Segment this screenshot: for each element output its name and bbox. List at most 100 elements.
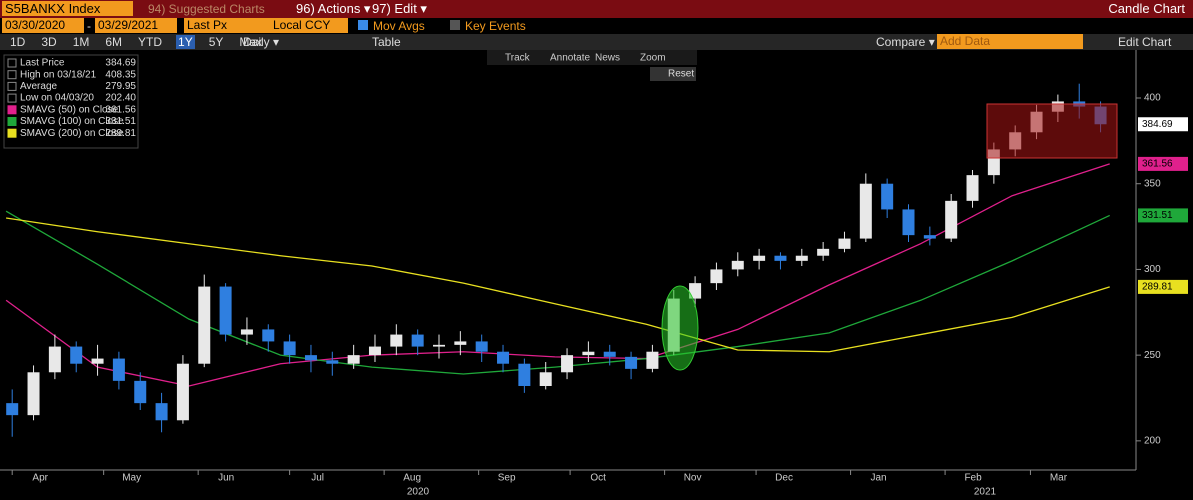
legend-value: 279.95 (105, 81, 136, 92)
table-button[interactable]: Table (372, 35, 401, 49)
range-button[interactable]: YTD (138, 35, 163, 49)
mov-avgs[interactable]: Mov Avgs (373, 19, 425, 33)
candle-body (27, 372, 40, 416)
legend-swatch (7, 70, 17, 80)
tool-button[interactable]: Track (505, 53, 531, 64)
compare-button[interactable]: Compare ▾ (876, 35, 935, 49)
candle-body (923, 235, 936, 239)
candle-body (881, 183, 894, 210)
value-tag-label: 289.81 (1142, 282, 1173, 293)
y-tick-label: 250 (1144, 350, 1161, 361)
legend-value: 331.51 (105, 116, 136, 127)
actions-menu[interactable]: 96) Actions ▾ (296, 1, 371, 16)
value-tag (1138, 208, 1188, 223)
date-to[interactable]: 03/29/2021 (95, 18, 177, 33)
candle-body (433, 344, 446, 347)
candle-body (454, 341, 467, 345)
candle-body (6, 403, 19, 416)
currency-select[interactable]: Local CCY (270, 18, 348, 33)
candle-body (304, 355, 317, 361)
candle-body (411, 334, 424, 347)
range-bar (0, 34, 1193, 50)
legend-value: 202.40 (105, 93, 136, 104)
legend-value: 408.35 (105, 69, 136, 80)
candle-body (112, 358, 125, 381)
tool-button[interactable]: Annotate (550, 53, 590, 64)
candle-body (390, 334, 403, 347)
candle-body (368, 346, 381, 356)
plot (5, 83, 1110, 437)
candle-body (902, 209, 915, 236)
edit-chart[interactable]: Edit Chart (1118, 35, 1172, 49)
candle-body (859, 183, 872, 239)
candle-body (561, 355, 574, 373)
candle-body (710, 269, 723, 284)
legend-swatch (7, 128, 17, 138)
range-button[interactable]: 1Y (176, 35, 195, 49)
checkbox[interactable] (450, 20, 460, 30)
period-select[interactable]: Daily ▾ (243, 35, 280, 49)
chart: Reset Track Annotate News Zoom 200 250 300 350 4… (0, 50, 1188, 498)
range-button[interactable]: 1D (10, 35, 26, 49)
candle-body (603, 351, 616, 357)
candle-body (539, 372, 552, 386)
candle-body (240, 329, 253, 335)
candle-body (70, 346, 83, 364)
candle-body (134, 380, 147, 404)
range-button[interactable]: 5Y (208, 35, 224, 49)
legend-swatch (7, 58, 17, 68)
candle-body (283, 341, 296, 356)
candle-body (155, 403, 168, 421)
value-tag-label: 331.51 (1142, 210, 1173, 221)
value-tag (1138, 279, 1188, 294)
candle-body (731, 260, 744, 270)
key-events[interactable]: Key Events (465, 19, 526, 33)
add-data[interactable]: Add Data (937, 34, 1083, 49)
legend-label: SMAVG (200) on Close (20, 128, 124, 139)
candle-body (219, 286, 232, 335)
legend-value: 361.56 (105, 104, 136, 115)
year-label: 2021 (974, 487, 997, 498)
candle-body (646, 351, 659, 369)
tool-button[interactable]: News (595, 53, 620, 64)
legend-label: SMAVG (100) on Close (20, 116, 124, 127)
highlight-ellipse (661, 285, 699, 371)
range-button[interactable]: 1M (72, 35, 90, 49)
y-tick-label: 200 (1144, 435, 1161, 446)
x-tick-label: Jul (311, 473, 324, 484)
reset-label[interactable]: Reset (668, 69, 694, 80)
x-tick-label: May (122, 473, 141, 484)
checkbox[interactable] (358, 20, 368, 30)
range-button[interactable]: 3D (41, 35, 57, 49)
y-tick-label: 300 (1144, 264, 1161, 275)
suggested-charts[interactable]: 94) Suggested Charts (148, 2, 265, 16)
title-bar (0, 0, 1193, 18)
tool-button[interactable]: Zoom (640, 53, 666, 64)
candle-body (945, 200, 958, 239)
field-select[interactable]: Last Px (184, 18, 270, 33)
legend-box (3, 54, 139, 149)
chart-kind: Candle Chart (1108, 1, 1185, 16)
reset-button[interactable] (650, 67, 696, 81)
candle-body (475, 341, 488, 352)
edit-menu[interactable]: 97) Edit ▾ (372, 1, 427, 16)
legend-label: Low on 04/03/20 (20, 93, 94, 104)
candle-body (966, 175, 979, 201)
range-button[interactable]: Max (239, 35, 263, 49)
legend-label: SMAVG (50) on Close (20, 104, 119, 115)
candle-body (326, 360, 339, 364)
candle-body (753, 255, 766, 261)
candle-body (838, 238, 851, 249)
legend-label: Last Price (20, 58, 65, 69)
candle-body (497, 351, 510, 364)
x-tick-label: Apr (32, 473, 48, 484)
legend-value: 384.69 (105, 58, 136, 69)
range-button[interactable]: 6M (105, 35, 123, 49)
ticker-field[interactable]: S5BANKX Index (2, 1, 133, 16)
legend-swatch (7, 105, 17, 115)
date-sep: - (87, 19, 91, 33)
candle-body (689, 283, 702, 299)
value-tag-label: 361.56 (1142, 159, 1173, 170)
date-from[interactable]: 03/30/2020 (2, 18, 84, 33)
